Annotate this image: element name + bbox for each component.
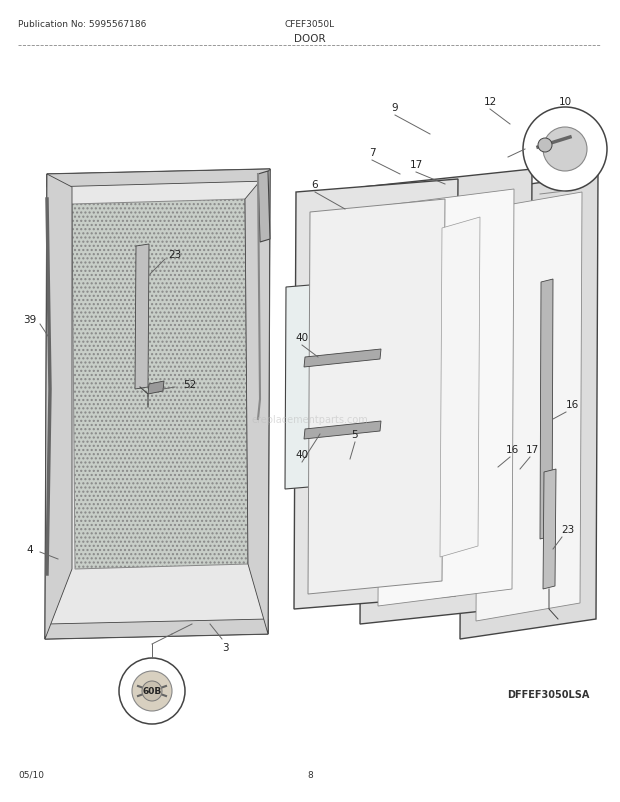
Text: 9: 9 xyxy=(392,103,398,113)
Text: 16: 16 xyxy=(505,444,518,455)
Text: 4: 4 xyxy=(27,545,33,554)
Text: 17: 17 xyxy=(525,444,539,455)
Polygon shape xyxy=(378,190,514,606)
Circle shape xyxy=(543,128,587,172)
Text: ereplacementparts.com: ereplacementparts.com xyxy=(252,415,368,424)
Text: 17: 17 xyxy=(409,160,423,170)
Text: CFEF3050L: CFEF3050L xyxy=(285,20,335,29)
Polygon shape xyxy=(72,200,248,569)
Circle shape xyxy=(132,671,172,711)
Text: Publication No: 5995567186: Publication No: 5995567186 xyxy=(18,20,146,29)
Text: 52: 52 xyxy=(184,379,197,390)
Polygon shape xyxy=(148,382,164,395)
Circle shape xyxy=(119,658,185,724)
Polygon shape xyxy=(440,217,480,557)
Text: 60B: 60B xyxy=(143,687,162,695)
Text: 6: 6 xyxy=(312,180,318,190)
Text: 16: 16 xyxy=(565,399,578,410)
Text: 40: 40 xyxy=(296,449,309,460)
Polygon shape xyxy=(304,422,381,439)
Text: DFFEF3050LSA: DFFEF3050LSA xyxy=(508,689,590,699)
Circle shape xyxy=(538,139,552,153)
Text: 8: 8 xyxy=(307,770,313,779)
Polygon shape xyxy=(245,170,270,634)
Text: 7: 7 xyxy=(369,148,375,158)
Polygon shape xyxy=(285,280,382,489)
Text: 05/10: 05/10 xyxy=(18,770,44,779)
Text: 5: 5 xyxy=(352,429,358,439)
Circle shape xyxy=(142,681,162,701)
Polygon shape xyxy=(45,619,268,639)
Polygon shape xyxy=(540,280,553,539)
Polygon shape xyxy=(543,469,556,589)
Polygon shape xyxy=(45,170,270,639)
Text: 23: 23 xyxy=(561,525,575,534)
Polygon shape xyxy=(45,175,72,639)
Polygon shape xyxy=(476,192,582,622)
Text: 39: 39 xyxy=(24,314,37,325)
Text: 12: 12 xyxy=(484,97,497,107)
Polygon shape xyxy=(308,200,445,594)
Text: 40: 40 xyxy=(296,333,309,342)
Circle shape xyxy=(523,107,607,192)
Polygon shape xyxy=(47,170,270,188)
Text: 23: 23 xyxy=(169,249,182,260)
Text: 10: 10 xyxy=(559,97,572,107)
Polygon shape xyxy=(135,245,149,390)
Polygon shape xyxy=(304,350,381,367)
Polygon shape xyxy=(430,205,490,569)
Text: DOOR: DOOR xyxy=(294,34,326,44)
Polygon shape xyxy=(294,180,458,610)
Polygon shape xyxy=(460,175,598,639)
Polygon shape xyxy=(258,172,270,243)
Text: 3: 3 xyxy=(222,642,228,652)
Polygon shape xyxy=(360,170,532,624)
